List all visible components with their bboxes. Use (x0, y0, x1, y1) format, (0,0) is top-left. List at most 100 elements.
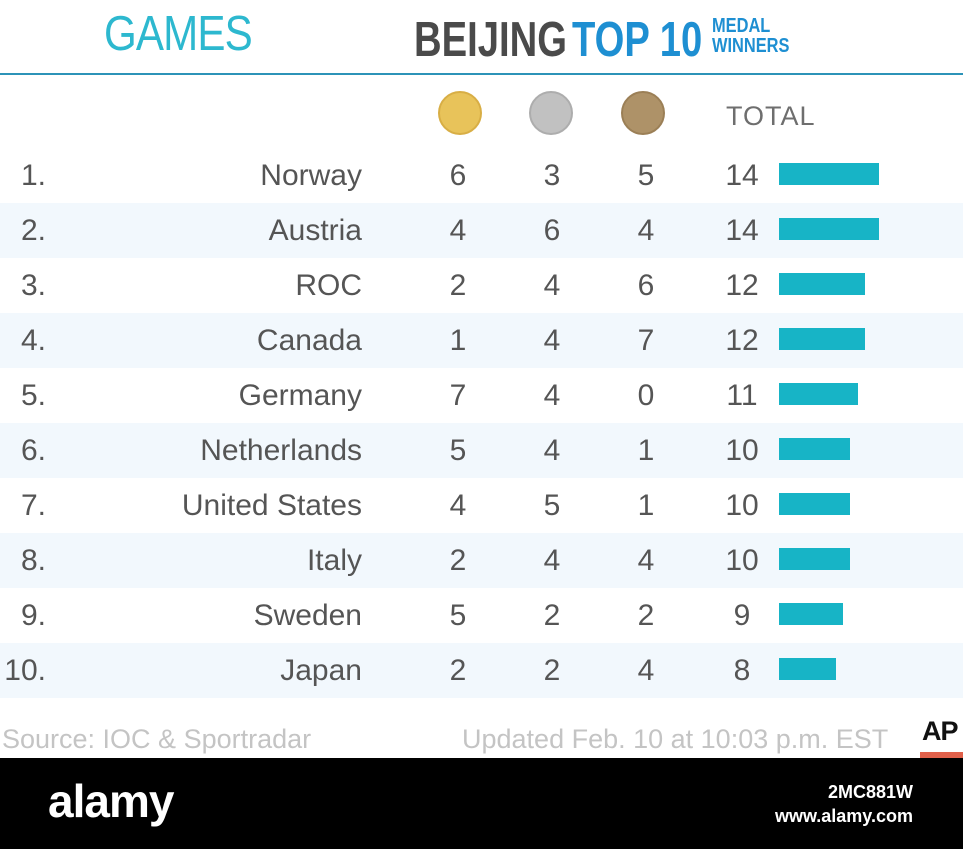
total-count: 9 (733, 599, 751, 632)
silver-count: 4 (543, 544, 561, 577)
silver-count: 2 (543, 654, 561, 687)
rank-cell: 3. (20, 269, 46, 302)
country-cell: Netherlands (200, 434, 362, 467)
total-bar (779, 273, 865, 295)
site-url: www.alamy.com (774, 806, 913, 826)
bronze-count: 5 (637, 159, 655, 192)
silver-medal-icon (529, 91, 573, 135)
country-cell: United States (181, 489, 362, 522)
gold-count: 4 (449, 214, 467, 247)
table-row: 1. Norway 6 3 5 14 (0, 148, 963, 203)
gold-count: 2 (449, 654, 467, 687)
country-cell: Austria (268, 214, 362, 247)
silver-count: 5 (543, 489, 561, 522)
bronze-count: 1 (637, 489, 655, 522)
rank-cell: 4. (20, 324, 46, 357)
ap-logo-strip (920, 752, 963, 760)
silver-count: 4 (543, 434, 561, 467)
total-bar (779, 548, 850, 570)
total-count: 10 (725, 489, 759, 522)
total-count: 8 (733, 654, 751, 687)
title-top-10: TOP 10 (572, 13, 703, 67)
table-row: 3. ROC 2 4 6 12 (0, 258, 963, 313)
title-beijing: BEIJING (414, 13, 567, 67)
bronze-count: 6 (637, 269, 655, 302)
alamy-logo: alamy (48, 775, 174, 827)
country-cell: Japan (280, 654, 362, 687)
rank-cell: 9. (20, 599, 46, 632)
gold-count: 4 (449, 489, 467, 522)
bronze-count: 4 (637, 654, 655, 687)
title-winners: WINNERS (712, 35, 790, 57)
table-row: 10. Japan 2 2 4 8 (0, 643, 963, 698)
table-row: 4. Canada 1 4 7 12 (0, 313, 963, 368)
rank-cell: 10. (4, 654, 46, 687)
total-count: 14 (725, 214, 759, 247)
silver-count: 4 (543, 379, 561, 412)
gold-count: 5 (449, 434, 467, 467)
gold-count: 7 (449, 379, 467, 412)
total-count: 12 (725, 269, 759, 302)
gold-count: 2 (449, 269, 467, 302)
total-column-header: TOTAL (726, 101, 816, 131)
ap-logo: AP (922, 716, 959, 746)
bronze-count: 0 (637, 379, 655, 412)
table-row: 5. Germany 7 4 0 11 (0, 368, 963, 423)
image-id: 2MC881W (827, 782, 913, 802)
total-bar (779, 493, 850, 515)
total-bar (779, 603, 843, 625)
gold-count: 1 (449, 324, 467, 357)
total-count: 12 (725, 324, 759, 357)
title-winter-games: WINTER GAMES (104, 0, 266, 61)
source-note: Source: IOC & Sportradar (2, 724, 312, 754)
country-cell: Italy (306, 544, 362, 577)
total-count: 14 (725, 159, 759, 192)
silver-count: 4 (543, 324, 561, 357)
title-winter-games-wrap: WINTER GAMES (104, 0, 410, 64)
title-bar: WINTER GAMES BEIJING TOP 10 MEDAL WINNER… (0, 0, 963, 75)
total-count: 10 (725, 544, 759, 577)
rank-cell: 2. (20, 214, 46, 247)
bronze-count: 2 (637, 599, 655, 632)
total-bar (779, 658, 836, 680)
total-bar (779, 163, 879, 185)
rank-cell: 1. (20, 159, 46, 192)
rank-cell: 8. (20, 544, 46, 577)
updated-note: Updated Feb. 10 at 10:03 p.m. EST (462, 724, 889, 754)
total-count: 11 (726, 379, 758, 412)
bronze-count: 1 (637, 434, 655, 467)
table-row: 9. Sweden 5 2 2 9 (0, 588, 963, 643)
gold-count: 6 (449, 159, 467, 192)
total-bar (779, 438, 850, 460)
total-bar (779, 328, 865, 350)
gold-count: 2 (449, 544, 467, 577)
table-row: 8. Italy 2 4 4 10 (0, 533, 963, 588)
total-bar (779, 218, 879, 240)
rank-cell: 6. (20, 434, 46, 467)
bronze-count: 7 (637, 324, 655, 357)
title-medal-winners: MEDAL WINNERS (712, 16, 789, 56)
total-count: 10 (725, 434, 759, 467)
country-cell: Sweden (253, 599, 362, 632)
title-medal: MEDAL (712, 15, 771, 37)
total-bar (779, 383, 858, 405)
gold-medal-icon (438, 91, 482, 135)
silver-count: 2 (543, 599, 561, 632)
alamy-footer: alamy 2MC881W www.alamy.com (0, 758, 963, 849)
country-cell: ROC (295, 269, 362, 302)
table-row: 7. United States 4 5 1 10 (0, 478, 963, 533)
bronze-count: 4 (637, 544, 655, 577)
country-cell: Germany (238, 379, 362, 412)
rank-cell: 7. (20, 489, 46, 522)
country-cell: Canada (256, 324, 362, 357)
bronze-medal-icon (621, 91, 665, 135)
bronze-count: 4 (637, 214, 655, 247)
silver-count: 3 (543, 159, 561, 192)
gold-count: 5 (449, 599, 467, 632)
silver-count: 6 (543, 214, 561, 247)
silver-count: 4 (543, 269, 561, 302)
table-row: 2. Austria 4 6 4 14 (0, 203, 963, 258)
table-row: 6. Netherlands 5 4 1 10 (0, 423, 963, 478)
rank-cell: 5. (20, 379, 46, 412)
country-cell: Norway (260, 159, 362, 192)
